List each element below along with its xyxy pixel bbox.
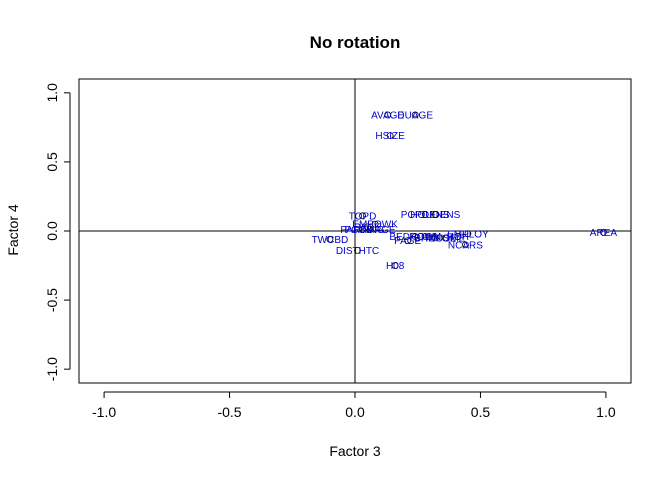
data-point-label: HOWN [409, 232, 441, 243]
data-point [464, 230, 472, 238]
data-point [411, 233, 419, 240]
data-point-label: PCOMPGE [344, 225, 395, 236]
data-point [411, 111, 419, 119]
data-point [600, 228, 607, 236]
x-tick-label: -1.0 [92, 404, 116, 420]
data-point-label: PAGE [394, 236, 421, 247]
plot-area: -1.0 -0.5 0.0 0.5 1.0-1.0-0.50.00.51.0AVAGED… [44, 78, 632, 420]
data-point [326, 235, 334, 243]
data-point-label: TOPD [349, 211, 377, 222]
y-tick-label: 1.0 [44, 83, 60, 103]
data-point-label: DISTHTC [336, 246, 379, 257]
data-point [431, 234, 439, 242]
data-point [354, 246, 361, 254]
data-point [359, 226, 366, 234]
data-point-label: BHOUSE [414, 233, 457, 244]
y-axis-label: Factor 4 [5, 204, 21, 256]
data-point [384, 111, 392, 119]
data-point-label: AREA [590, 228, 618, 239]
data-point [461, 241, 469, 249]
y-tick-label: 0.0 [44, 221, 60, 241]
data-point [391, 262, 399, 269]
data-point [359, 212, 366, 220]
data-point-label: AVAGE [371, 110, 404, 121]
data-point [366, 226, 374, 234]
x-tick-label: 0.0 [345, 404, 365, 420]
y-tick-label: -0.5 [44, 288, 60, 312]
data-point-label: EMPLOY [447, 229, 489, 240]
x-tick-label: -0.5 [217, 404, 241, 420]
data-point-label: HOUDENS [410, 210, 460, 221]
data-point-label: DUAGE [397, 110, 433, 121]
data-point [421, 233, 429, 240]
x-axis-label: Factor 3 [329, 443, 381, 459]
y-tick-label: 0.5 [44, 152, 60, 172]
data-point-label: NCARS [448, 240, 483, 251]
data-point-label: PARKING [340, 225, 384, 236]
data-point [371, 220, 379, 228]
data-point-label: INCOME [425, 233, 465, 244]
data-point [454, 233, 462, 240]
data-point [421, 211, 429, 218]
data-point [431, 211, 439, 218]
data-point [441, 234, 449, 242]
data-point [386, 132, 394, 140]
data-point-label: HOH [447, 232, 469, 243]
x-tick-label: 1.0 [596, 404, 616, 420]
chart-title: No rotation [310, 33, 401, 52]
data-point-label: EMPOWK [352, 220, 398, 231]
data-point-label: HSIZE [375, 131, 405, 142]
data-point-label: POPDENS [401, 210, 450, 221]
data-point-label: TWCBD [312, 235, 349, 246]
x-tick-label: 0.5 [471, 404, 491, 420]
data-point-label: BEDROOM [389, 232, 441, 243]
data-point-label: H08 [386, 261, 405, 272]
data-point [404, 237, 412, 245]
y-tick-label: -1.0 [44, 357, 60, 381]
